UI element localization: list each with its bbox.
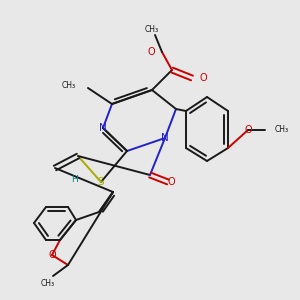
- Text: O: O: [244, 125, 252, 135]
- Text: CH₃: CH₃: [62, 82, 76, 91]
- Text: O: O: [147, 47, 155, 57]
- Text: CH₃: CH₃: [275, 125, 289, 134]
- Text: N: N: [99, 123, 107, 133]
- Text: CH₃: CH₃: [145, 26, 159, 34]
- Text: N: N: [161, 133, 169, 143]
- Text: S: S: [98, 177, 104, 187]
- Text: H: H: [70, 176, 77, 184]
- Text: CH₃: CH₃: [41, 280, 55, 289]
- Text: O: O: [48, 250, 56, 260]
- Text: O: O: [168, 177, 176, 187]
- Text: O: O: [200, 73, 208, 83]
